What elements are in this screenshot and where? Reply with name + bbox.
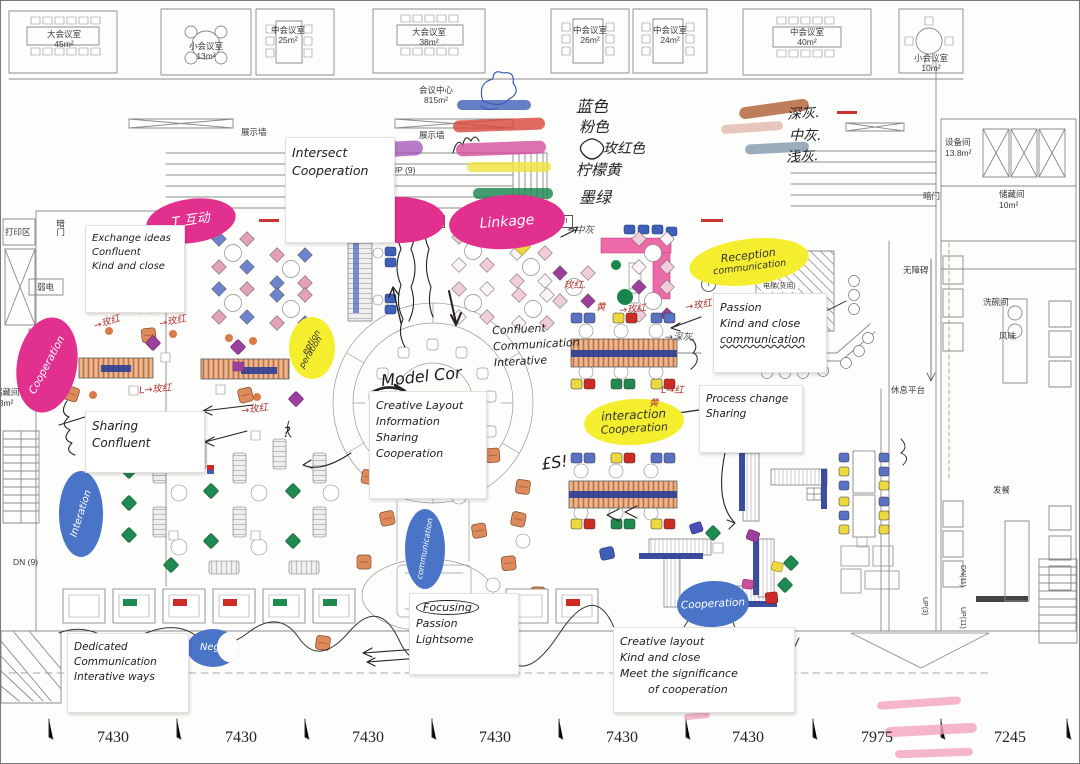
mark-meihong-dot: 玫红.: [564, 280, 587, 291]
cluster-orange-desks-left: [62, 327, 307, 408]
hidden-door-right-label: 暗门: [923, 191, 941, 201]
dimension-label: 7430: [606, 729, 638, 746]
room-label: 中会议室 40m²: [789, 27, 824, 48]
note-passion: Passion Kind and close communication: [713, 293, 827, 373]
equipment-room-label: 设备间 13.8m²: [945, 137, 972, 158]
note-process: Process change Sharing: [699, 385, 803, 453]
legend-gray-mid-label: 中灰.: [789, 128, 822, 144]
mark-huang: 黄: [649, 398, 659, 409]
legend-swatch-yellow: [467, 162, 551, 172]
booth-row: [62, 588, 599, 624]
note-sharing: Sharing Confluent: [85, 411, 205, 473]
weak-power-label: 弱电: [37, 282, 55, 292]
conference-center-label: 会议中心 815m²: [418, 85, 453, 106]
mark-meihong: L→玫红: [138, 382, 172, 397]
hidden-door-left-label: 暗门: [55, 219, 66, 236]
mark-hong: L→红: [661, 385, 684, 396]
mark-huang: 黄: [596, 302, 606, 313]
note-question-mark: ?: [283, 425, 291, 441]
room-label: 中会议室 26m²: [572, 25, 607, 46]
dishwashing-label: 洗碗间: [983, 297, 1009, 307]
dimension-label: 7430: [225, 729, 257, 746]
mark-zhonghui: →中灰: [567, 225, 594, 236]
mark-shenhui: →深灰.: [665, 332, 695, 343]
rest-platform-label: 休息平台: [891, 385, 926, 395]
room-label: 中会议室 25m²: [270, 25, 305, 46]
cluster-long-tables: [568, 312, 702, 530]
display-wall-label: 展示墙: [241, 127, 267, 137]
dimension-label: 7975: [861, 729, 893, 746]
note-exchange: Exchange ideas Confluent Kind and close: [85, 225, 185, 313]
note-confluent: Confluent Communication Interative: [491, 321, 580, 370]
room-label: 小会议室 13m²: [188, 41, 223, 62]
cluster-right-tables: [838, 450, 900, 594]
up3-label: UP(3): [920, 597, 928, 616]
legend-yellow-label: 柠檬黄: [576, 161, 622, 179]
legend-blue-label: 蓝色: [576, 97, 609, 116]
note-intersect: Intersect Cooperation: [285, 137, 395, 243]
print-area-label: 打印区: [5, 227, 31, 237]
dimension-label: 7430: [352, 729, 384, 746]
room-label: 小会议室 10m²: [913, 53, 948, 74]
serving-label: 发餐: [993, 485, 1011, 495]
dimension-label: 7430: [479, 729, 511, 746]
note-dedicated: Dedicated Communication Interative ways: [67, 633, 189, 713]
legend-gray-dark-label: 深灰.: [786, 104, 821, 124]
legend-gray-light-label: 浅灰.: [785, 148, 819, 166]
legend-green-label: 墨绿: [579, 188, 612, 207]
note-focusing: Focusing Passion Lightsome: [409, 593, 519, 675]
note-money: £S!: [539, 451, 569, 474]
cluster-diamond-left: [211, 231, 397, 331]
dimension-ticks: [48, 718, 1072, 740]
flavor-label: 风味: [999, 331, 1017, 341]
up11-label: UP(11): [958, 607, 966, 629]
legend-swatch-green: [473, 188, 553, 199]
dimension-label: 7245: [994, 729, 1026, 746]
legend-swatch-blue: [457, 100, 531, 110]
legend-red-label: 粉色: [579, 118, 610, 136]
storage-right-label: 储藏间 10m²: [999, 189, 1025, 210]
accessible-label: 无障碍: [903, 265, 929, 275]
display-wall-label: 展示墙: [419, 130, 445, 140]
storage-left-label: 储藏间23m²: [1, 387, 20, 408]
up9-label: UP (9): [391, 165, 416, 175]
crescent-cut: [217, 631, 239, 663]
note-creative: Creative Layout Information Sharing Coop…: [369, 391, 487, 499]
highlight-nego: Nego: [187, 629, 239, 667]
dn9-label: DN (9): [13, 557, 39, 567]
note-creative2: Creative layout Kind and close Meet the …: [613, 627, 795, 713]
room-label: 中会议室 24m²: [652, 25, 687, 46]
highlight-interation: Interation: [59, 471, 103, 557]
dimension-label: 7430: [732, 729, 764, 746]
meeting-room-chairs: [30, 14, 954, 66]
freight-elevator-label: 电梯(货用): [761, 283, 798, 292]
legend-magenta-label: 玫红色: [603, 141, 645, 157]
highlight-communication: communication: [405, 509, 445, 589]
mark-meihong: →玫红: [618, 302, 647, 317]
dimension-label: 7430: [97, 729, 129, 746]
room-label: 大会议室 45m²: [46, 29, 81, 50]
dn11-label: DN(11): [958, 565, 966, 588]
highlight-reception-operation: eption peration: [289, 317, 335, 379]
room-label: 大会议室 38m²: [411, 27, 446, 48]
